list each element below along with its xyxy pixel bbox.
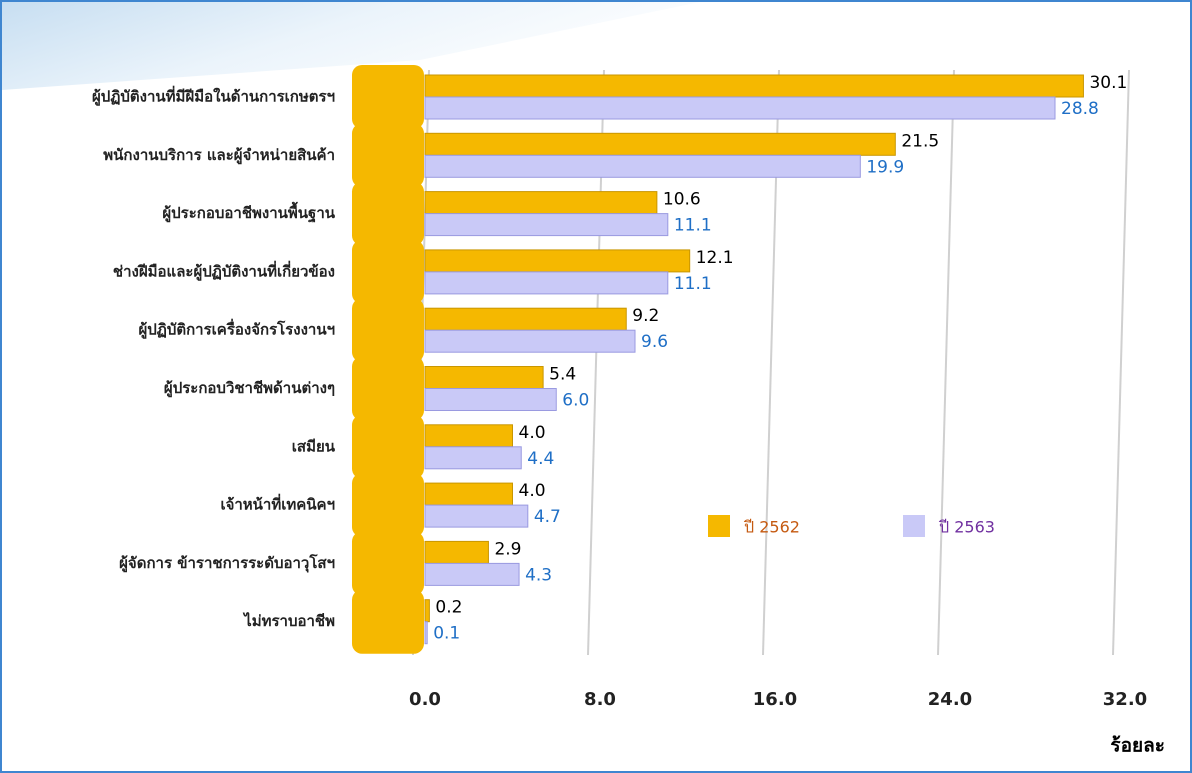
- category-label: ผู้จัดการ ข้าราชการระดับอาวุโสฯ: [119, 553, 335, 573]
- value-label: 9.2: [632, 306, 659, 326]
- value-label: 4.0: [519, 481, 546, 501]
- bar: [424, 388, 557, 411]
- value-label: 2.9: [494, 539, 521, 559]
- bar: [424, 540, 489, 564]
- value-label: 11.1: [674, 216, 712, 236]
- grid-line: [1112, 69, 1130, 656]
- value-label: 0.1: [433, 624, 460, 644]
- icon-box: [352, 531, 424, 596]
- value-label: 11.1: [674, 274, 712, 294]
- value-label: 4.4: [527, 449, 554, 469]
- bar: [424, 482, 513, 506]
- bar: [424, 599, 430, 623]
- legend-label: ปี 2562: [744, 518, 800, 537]
- icon-box: [352, 298, 424, 363]
- bar: [424, 446, 522, 470]
- bar: [424, 191, 658, 215]
- value-label: 6.0: [562, 391, 589, 411]
- bar: [424, 366, 544, 389]
- category-label: ผู้ปฏิบัติงานที่มีฝีมือในด้านการเกษตรฯ: [92, 86, 335, 107]
- category-label: ไม่ทราบอาชีพ: [242, 611, 335, 630]
- icon-box: [352, 239, 424, 304]
- legend-swatch: [708, 515, 730, 537]
- grid-line: [937, 69, 955, 656]
- value-label: 28.8: [1061, 99, 1099, 119]
- bar: [424, 329, 636, 353]
- icon-box: [352, 414, 424, 479]
- bar: [424, 213, 669, 237]
- category-label: เจ้าหน้าที่เทคนิคฯ: [220, 494, 335, 514]
- value-label: 0.2: [435, 598, 462, 618]
- legend-label: ปี 2563: [939, 518, 995, 537]
- x-tick-label: 24.0: [928, 689, 972, 710]
- icon-box: [352, 65, 424, 129]
- bar: [424, 249, 691, 273]
- legend-swatch: [903, 515, 925, 537]
- bar: [424, 74, 1084, 98]
- value-label: 21.5: [901, 131, 939, 151]
- x-tick-label: 8.0: [584, 689, 616, 710]
- decoration: [2, 2, 700, 90]
- value-label: 4.3: [525, 565, 552, 585]
- category-label: ผู้ประกอบวิชาชีพด้านต่างๆ: [164, 379, 335, 398]
- bar: [424, 307, 627, 331]
- icon-box: [352, 473, 424, 538]
- value-label: 9.6: [641, 332, 668, 352]
- icon-box: [352, 356, 424, 421]
- bar: [424, 562, 520, 586]
- value-label: 5.4: [549, 365, 576, 385]
- value-label: 4.0: [519, 423, 546, 443]
- bar: [424, 424, 513, 448]
- bar: [424, 154, 861, 178]
- category-label: ช่างฝีมือและผู้ปฏิบัติงานที่เกี่ยวข้อง: [113, 260, 335, 281]
- value-label: 19.9: [866, 157, 904, 177]
- value-label: 30.1: [1089, 73, 1127, 93]
- x-tick-label: 32.0: [1103, 689, 1147, 710]
- bar: [424, 621, 428, 645]
- category-label: พนักงานบริการ และผู้จำหน่ายสินค้า: [103, 146, 335, 165]
- icon-box: [352, 589, 424, 654]
- category-label: ผู้ปฏิบัติการเครื่องจักรโรงงานฯ: [138, 319, 335, 340]
- x-axis-label: ร้อยละ: [1110, 735, 1165, 757]
- icon-box: [352, 123, 424, 188]
- bar: [424, 96, 1056, 120]
- icon-box: [352, 181, 424, 246]
- category-label: เสมียน: [292, 437, 336, 455]
- bar: [424, 504, 529, 528]
- bar: [424, 271, 669, 295]
- category-label: ผู้ประกอบอาชีพงานพื้นฐาน: [162, 201, 335, 223]
- value-label: 12.1: [696, 248, 734, 268]
- value-label: 4.7: [534, 507, 561, 527]
- x-tick-label: 0.0: [409, 689, 441, 710]
- bar: [424, 132, 896, 156]
- value-label: 10.6: [663, 190, 701, 210]
- x-tick-label: 16.0: [753, 689, 797, 710]
